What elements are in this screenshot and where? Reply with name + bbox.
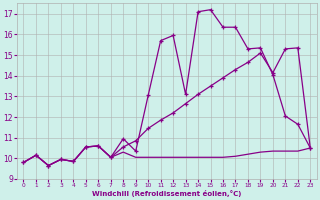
X-axis label: Windchill (Refroidissement éolien,°C): Windchill (Refroidissement éolien,°C) [92, 190, 242, 197]
